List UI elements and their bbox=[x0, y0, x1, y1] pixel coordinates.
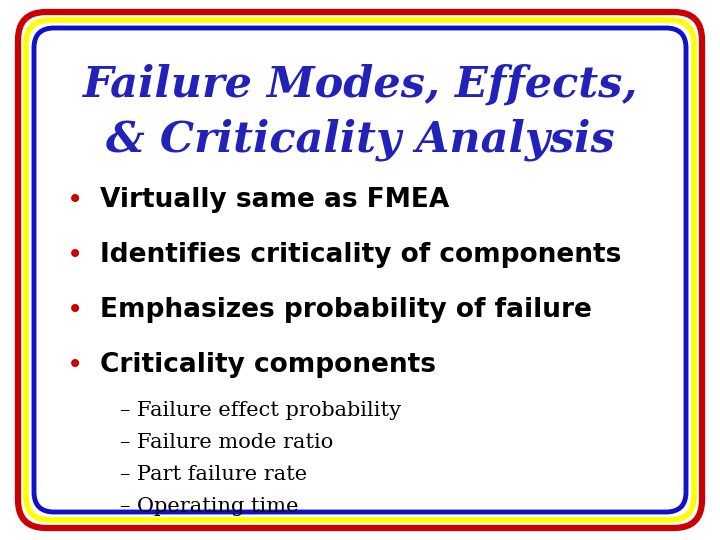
Text: Criticality components: Criticality components bbox=[100, 352, 436, 378]
Text: & Criticality Analysis: & Criticality Analysis bbox=[106, 119, 614, 161]
Text: – Part failure rate: – Part failure rate bbox=[120, 465, 307, 484]
Text: Emphasizes probability of failure: Emphasizes probability of failure bbox=[100, 297, 592, 323]
Text: •: • bbox=[67, 296, 83, 324]
Text: •: • bbox=[67, 241, 83, 269]
FancyBboxPatch shape bbox=[18, 12, 702, 528]
Text: – Failure effect probability: – Failure effect probability bbox=[120, 401, 401, 420]
Text: – Operating time: – Operating time bbox=[120, 497, 299, 516]
Text: •: • bbox=[67, 186, 83, 214]
Text: •: • bbox=[67, 351, 83, 379]
Text: Failure Modes, Effects,: Failure Modes, Effects, bbox=[82, 64, 638, 106]
Text: Virtually same as FMEA: Virtually same as FMEA bbox=[100, 187, 449, 213]
Text: Identifies criticality of components: Identifies criticality of components bbox=[100, 242, 621, 268]
Text: – Failure mode ratio: – Failure mode ratio bbox=[120, 433, 333, 451]
